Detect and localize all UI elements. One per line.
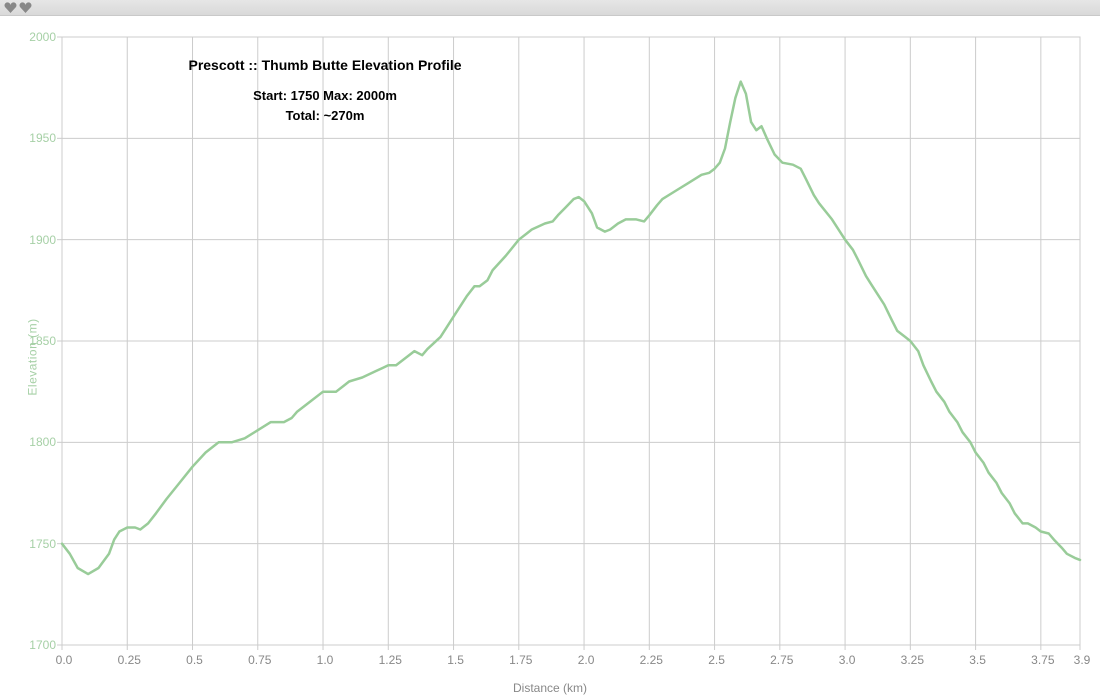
- x-tick-label: 2.25: [637, 653, 665, 667]
- heart-icon: [19, 2, 32, 13]
- heart-icon: [4, 2, 17, 13]
- x-tick-label: 3.75: [1029, 653, 1057, 667]
- x-axis-label: Distance (km): [513, 681, 587, 695]
- y-tick-label: 1750: [22, 537, 56, 551]
- y-axis-label: Elevation (m): [26, 318, 40, 395]
- y-tick-label: 1800: [22, 435, 56, 449]
- window-titlebar: [0, 0, 1100, 16]
- x-tick-label: 0.5: [181, 653, 209, 667]
- x-tick-label: 2.0: [572, 653, 600, 667]
- x-tick-label: 2.5: [703, 653, 731, 667]
- chart-subtitle-1: Start: 1750 Max: 2000m: [150, 86, 500, 106]
- chart-title: Prescott :: Thumb Butte Elevation Profil…: [150, 55, 500, 76]
- y-tick-label: 1900: [22, 233, 56, 247]
- elevation-chart: Elevation (m) Distance (km) 1700 1750 1800…: [0, 17, 1100, 697]
- y-tick-label: 2000: [22, 30, 56, 44]
- x-tick-label: 1.25: [376, 653, 404, 667]
- x-tick-label: 0.75: [246, 653, 274, 667]
- x-tick-label: 1.0: [311, 653, 339, 667]
- x-tick-label: 1.75: [507, 653, 535, 667]
- y-tick-label: 1700: [22, 638, 56, 652]
- x-tick-label: 2.75: [768, 653, 796, 667]
- x-tick-label: 3.9: [1068, 653, 1096, 667]
- chart-title-block: Prescott :: Thumb Butte Elevation Profil…: [150, 55, 500, 125]
- x-tick-label: 0.25: [115, 653, 143, 667]
- x-tick-label: 3.5: [964, 653, 992, 667]
- y-tick-label: 1950: [22, 131, 56, 145]
- y-tick-label: 1850: [22, 334, 56, 348]
- chart-subtitle-2: Total: ~270m: [150, 106, 500, 126]
- x-tick-label: 3.0: [833, 653, 861, 667]
- x-tick-label: 1.5: [442, 653, 470, 667]
- x-tick-label: 0.0: [50, 653, 78, 667]
- x-tick-label: 3.25: [898, 653, 926, 667]
